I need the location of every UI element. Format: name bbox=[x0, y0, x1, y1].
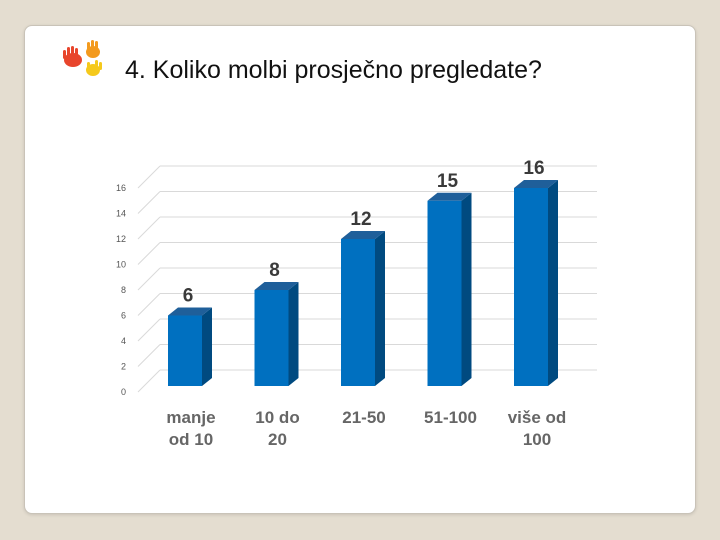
data-label: 12 bbox=[350, 209, 371, 230]
y-tick-label: 4 bbox=[121, 336, 126, 346]
bar bbox=[254, 282, 299, 386]
chart-bars bbox=[168, 180, 558, 386]
category-label-line: 21-50 bbox=[342, 408, 385, 427]
data-label: 8 bbox=[269, 260, 280, 281]
grid-line-diag bbox=[137, 165, 161, 189]
bar bbox=[168, 307, 212, 386]
category-label-line: 10 do bbox=[255, 408, 299, 427]
bar-top bbox=[341, 231, 385, 239]
category-label: manje od 10 bbox=[166, 408, 215, 449]
data-label: 16 bbox=[523, 158, 544, 179]
y-tick-label: 14 bbox=[116, 209, 126, 219]
grid-line-diag bbox=[137, 369, 161, 393]
category-label-line: 20 bbox=[268, 430, 287, 449]
bar bbox=[514, 180, 558, 386]
bar-top bbox=[254, 282, 299, 290]
y-tick-label: 6 bbox=[121, 311, 126, 321]
colorful-hands-icon bbox=[63, 40, 102, 76]
bar bbox=[427, 192, 472, 386]
data-labels: 6 8 12 15 16 bbox=[183, 158, 545, 307]
category-label-line: više od bbox=[508, 408, 567, 427]
category-label: 10 do 20 bbox=[255, 408, 299, 449]
y-tick-label: 16 bbox=[116, 183, 126, 193]
bar-side bbox=[461, 192, 472, 386]
category-label-line: od 10 bbox=[169, 430, 213, 449]
y-tick-label: 8 bbox=[121, 285, 126, 295]
grid-line-diag bbox=[137, 216, 161, 240]
category-label-line: 100 bbox=[523, 430, 551, 449]
bar-top bbox=[427, 192, 472, 201]
category-label: 21-50 bbox=[342, 408, 385, 427]
category-labels: manje od 10 10 do 20 21-50 51-100 više od 100 bbox=[166, 408, 566, 449]
y-tick-label: 2 bbox=[121, 362, 126, 372]
y-tick-label: 10 bbox=[116, 260, 126, 270]
grid-line-diag bbox=[137, 318, 161, 342]
data-label: 6 bbox=[183, 286, 194, 307]
grid-line-diag bbox=[137, 267, 161, 291]
bar-front bbox=[514, 188, 548, 386]
bar-front bbox=[341, 239, 375, 386]
bar-front bbox=[427, 200, 462, 386]
bar-front bbox=[168, 315, 202, 386]
bar-front bbox=[254, 290, 289, 386]
grid-line-diag bbox=[137, 242, 161, 265]
category-label: 51-100 bbox=[424, 408, 477, 427]
slide-title: 4. Koliko molbi prosječno pregledate? bbox=[125, 56, 542, 84]
data-label: 15 bbox=[437, 171, 459, 192]
bar-side bbox=[548, 180, 558, 386]
bar-top bbox=[168, 307, 212, 316]
bar-side bbox=[202, 307, 212, 386]
y-axis-ticks: 0 2 4 6 8 10 12 14 16 bbox=[116, 183, 126, 397]
bar-side bbox=[288, 282, 299, 386]
grid-line-diag bbox=[137, 344, 161, 367]
grid-line-diag bbox=[137, 293, 161, 316]
y-tick-label: 0 bbox=[121, 387, 126, 397]
bar-top bbox=[514, 180, 558, 188]
grid-line-diag bbox=[137, 191, 161, 214]
category-label-line: 51-100 bbox=[424, 408, 477, 427]
bar bbox=[341, 231, 385, 386]
bar-side bbox=[375, 231, 385, 386]
slide-panel: 4. Koliko molbi prosječno pregledate? bbox=[24, 25, 696, 514]
category-label-line: manje bbox=[166, 408, 215, 427]
category-label: više od 100 bbox=[508, 408, 567, 449]
y-tick-label: 12 bbox=[116, 234, 126, 244]
